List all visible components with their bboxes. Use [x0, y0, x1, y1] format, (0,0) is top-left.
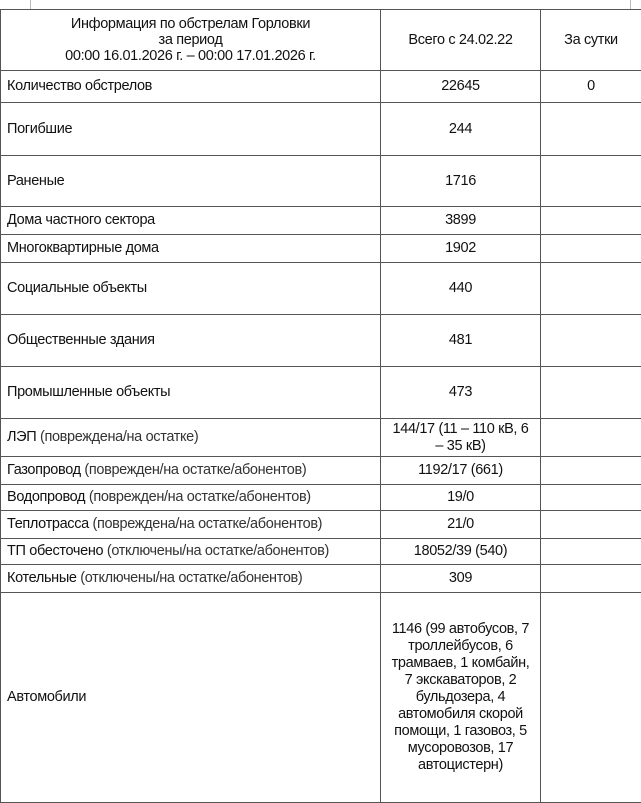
table-row: Многоквартирные дома 1902: [1, 235, 641, 263]
row-label: Котельные (отключены/на остатке/абоненто…: [1, 565, 381, 593]
row-label-main: ТП обесточено: [7, 543, 103, 559]
shelling-info-table: Информация по обстрелам Горловки за пери…: [0, 9, 641, 803]
row-day: [541, 485, 641, 511]
row-total: 244: [381, 103, 541, 156]
row-total: 22645: [381, 71, 541, 103]
row-day: [541, 367, 641, 419]
row-label-main: Котельные: [7, 570, 77, 586]
row-label-main: Многоквартирные дома: [7, 240, 159, 256]
table-row: Общественные здания 481: [1, 315, 641, 367]
row-label: Количество обстрелов: [1, 71, 381, 103]
row-label-main: Автомобили: [7, 689, 86, 705]
row-label-note: (отключены/на остатке/абонентов): [77, 570, 303, 586]
row-total: 1902: [381, 235, 541, 263]
table-row: Раненые 1716: [1, 156, 641, 207]
row-label: ЛЭП (повреждена/на остатке): [1, 419, 381, 457]
row-label: Водопровод (поврежден/на остатке/абонент…: [1, 485, 381, 511]
table-row: Водопровод (поврежден/на остатке/абонент…: [1, 485, 641, 511]
row-label-main: Дома частного сектора: [7, 212, 155, 228]
row-total: 481: [381, 315, 541, 367]
table-row: Газопровод (поврежден/на остатке/абонент…: [1, 457, 641, 485]
row-label-note: (поврежден/на остатке/абонентов): [85, 489, 311, 505]
row-total: 1192/17 (661): [381, 457, 541, 485]
row-label-main: Водопровод: [7, 489, 85, 505]
row-label-note: (повреждена/на остатке): [36, 429, 198, 445]
row-total: 440: [381, 263, 541, 315]
row-day: [541, 156, 641, 207]
row-day: [541, 263, 641, 315]
row-label-main: Погибшие: [7, 121, 72, 137]
row-total: 144/17 (11 – 110 кВ, 6 – 35 кВ): [381, 419, 541, 457]
row-day: [541, 207, 641, 235]
row-day: [541, 315, 641, 367]
row-label: Дома частного сектора: [1, 207, 381, 235]
row-label: Погибшие: [1, 103, 381, 156]
table-row: Количество обстрелов 22645 0: [1, 71, 641, 103]
row-total: 19/0: [381, 485, 541, 511]
row-total: 18052/39 (540): [381, 539, 541, 565]
row-label-main: Промышленные объекты: [7, 384, 170, 400]
row-total: 3899: [381, 207, 541, 235]
row-label-main: Количество обстрелов: [7, 78, 152, 94]
row-label-main: Общественные здания: [7, 332, 155, 348]
table-row: ТП обесточено (отключены/на остатке/абон…: [1, 539, 641, 565]
table-row: Погибшие 244: [1, 103, 641, 156]
table-row: Автомобили 1146 (99 автобусов, 7 троллей…: [1, 593, 641, 803]
table-row: Теплотрасса (повреждена/на остатке/абоне…: [1, 511, 641, 539]
row-label-note: (отключены/на остатке/абонентов): [103, 543, 329, 559]
table-row: Промышленные объекты 473: [1, 367, 641, 419]
row-label-main: Раненые: [7, 173, 64, 189]
table-row: Котельные (отключены/на остатке/абоненто…: [1, 565, 641, 593]
row-label-main: ЛЭП: [7, 429, 36, 445]
row-label: Раненые: [1, 156, 381, 207]
row-total: 21/0: [381, 511, 541, 539]
header-row: Информация по обстрелам Горловки за пери…: [1, 10, 641, 71]
row-day: [541, 235, 641, 263]
row-day: [541, 457, 641, 485]
row-label: ТП обесточено (отключены/на остатке/абон…: [1, 539, 381, 565]
row-total: 473: [381, 367, 541, 419]
row-label-main: Социальные объекты: [7, 280, 147, 296]
row-label: Социальные объекты: [1, 263, 381, 315]
row-label-note: (повреждена/на остатке/абонентов): [89, 516, 322, 532]
row-day: [541, 103, 641, 156]
title-line: Информация по обстрелам Горловки: [7, 16, 374, 32]
row-total: 309: [381, 565, 541, 593]
row-label: Автомобили: [1, 593, 381, 803]
row-day: [541, 419, 641, 457]
row-day: [541, 539, 641, 565]
row-label: Общественные здания: [1, 315, 381, 367]
row-day: [541, 593, 641, 803]
table-row: Социальные объекты 440: [1, 263, 641, 315]
header-day: За сутки: [541, 10, 641, 71]
row-label-main: Теплотрасса: [7, 516, 89, 532]
row-day: 0: [541, 71, 641, 103]
table-row: ЛЭП (повреждена/на остатке) 144/17 (11 –…: [1, 419, 641, 457]
row-total: 1146 (99 автобусов, 7 троллейбусов, 6 тр…: [381, 593, 541, 803]
row-label: Многоквартирные дома: [1, 235, 381, 263]
row-total: 1716: [381, 156, 541, 207]
header-title: Информация по обстрелам Горловки за пери…: [1, 10, 381, 71]
header-total: Всего с 24.02.22: [381, 10, 541, 71]
row-label-main: Газопровод: [7, 462, 81, 478]
row-label: Промышленные объекты: [1, 367, 381, 419]
row-day: [541, 511, 641, 539]
table-row: Дома частного сектора 3899: [1, 207, 641, 235]
row-label: Газопровод (поврежден/на остатке/абонент…: [1, 457, 381, 485]
row-day: [541, 565, 641, 593]
title-line: за период: [7, 32, 374, 48]
row-label-note: (поврежден/на остатке/абонентов): [81, 462, 307, 478]
title-line: 00:00 16.01.2026 г. – 00:00 17.01.2026 г…: [7, 48, 374, 64]
row-label: Теплотрасса (повреждена/на остатке/абоне…: [1, 511, 381, 539]
